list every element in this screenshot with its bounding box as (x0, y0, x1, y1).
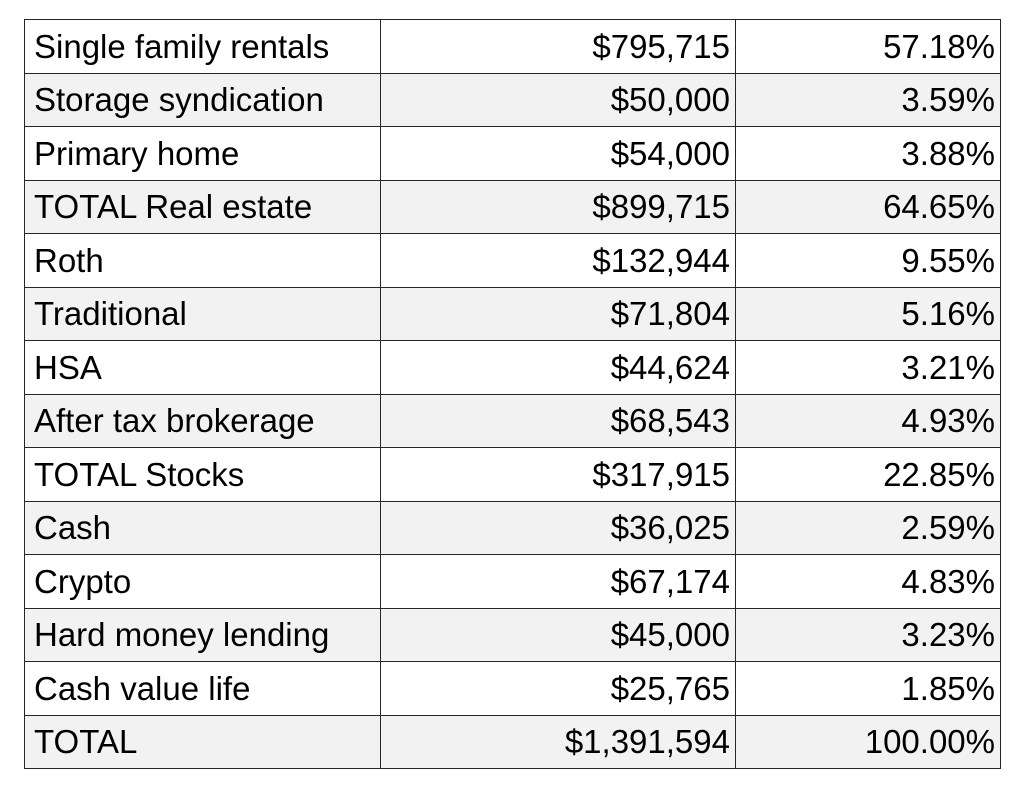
row-label: TOTAL Stocks (24, 447, 381, 502)
row-percent: 9.55% (735, 233, 1001, 288)
row-amount: $36,025 (380, 500, 736, 555)
table-row: TOTAL Real estate $899,715 64.65% (24, 179, 1001, 234)
row-label: TOTAL (24, 714, 381, 769)
row-percent: 22.85% (735, 447, 1001, 502)
row-percent: 3.21% (735, 340, 1001, 395)
row-amount: $795,715 (380, 19, 736, 74)
row-amount: $899,715 (380, 179, 736, 234)
row-label: After tax brokerage (24, 393, 381, 448)
table-row: Crypto $67,174 4.83% (24, 554, 1001, 609)
allocation-table: Single family rentals $795,715 57.18% St… (24, 19, 1001, 769)
row-amount: $67,174 (380, 554, 736, 609)
table-row: Traditional $71,804 5.16% (24, 286, 1001, 341)
row-percent: 1.85% (735, 661, 1001, 716)
row-label: Hard money lending (24, 607, 381, 662)
table-row: Single family rentals $795,715 57.18% (24, 19, 1001, 74)
row-percent: 5.16% (735, 286, 1001, 341)
row-percent: 3.59% (735, 72, 1001, 127)
row-percent: 3.23% (735, 607, 1001, 662)
row-label: Crypto (24, 554, 381, 609)
row-label: HSA (24, 340, 381, 395)
table-row: TOTAL $1,391,594 100.00% (24, 714, 1001, 769)
table-row: Hard money lending $45,000 3.23% (24, 607, 1001, 662)
row-amount: $45,000 (380, 607, 736, 662)
row-percent: 4.93% (735, 393, 1001, 448)
row-amount: $317,915 (380, 447, 736, 502)
row-label: Traditional (24, 286, 381, 341)
row-amount: $1,391,594 (380, 714, 736, 769)
table-row: Primary home $54,000 3.88% (24, 126, 1001, 181)
row-percent: 64.65% (735, 179, 1001, 234)
row-amount: $25,765 (380, 661, 736, 716)
row-percent: 4.83% (735, 554, 1001, 609)
row-percent: 100.00% (735, 714, 1001, 769)
row-label: Storage syndication (24, 72, 381, 127)
table-row: Cash $36,025 2.59% (24, 500, 1001, 555)
table-row: After tax brokerage $68,543 4.93% (24, 393, 1001, 448)
allocation-table-body: Single family rentals $795,715 57.18% St… (24, 19, 1001, 769)
table-row: TOTAL Stocks $317,915 22.85% (24, 447, 1001, 502)
row-label: Cash (24, 500, 381, 555)
row-amount: $54,000 (380, 126, 736, 181)
row-amount: $132,944 (380, 233, 736, 288)
row-amount: $50,000 (380, 72, 736, 127)
row-label: Cash value life (24, 661, 381, 716)
table-row: Cash value life $25,765 1.85% (24, 661, 1001, 716)
row-label: Single family rentals (24, 19, 381, 74)
row-label: TOTAL Real estate (24, 179, 381, 234)
table-row: Storage syndication $50,000 3.59% (24, 72, 1001, 127)
row-amount: $71,804 (380, 286, 736, 341)
row-amount: $44,624 (380, 340, 736, 395)
row-label: Roth (24, 233, 381, 288)
table-row: HSA $44,624 3.21% (24, 340, 1001, 395)
row-percent: 3.88% (735, 126, 1001, 181)
row-percent: 57.18% (735, 19, 1001, 74)
table-row: Roth $132,944 9.55% (24, 233, 1001, 288)
row-percent: 2.59% (735, 500, 1001, 555)
row-label: Primary home (24, 126, 381, 181)
row-amount: $68,543 (380, 393, 736, 448)
